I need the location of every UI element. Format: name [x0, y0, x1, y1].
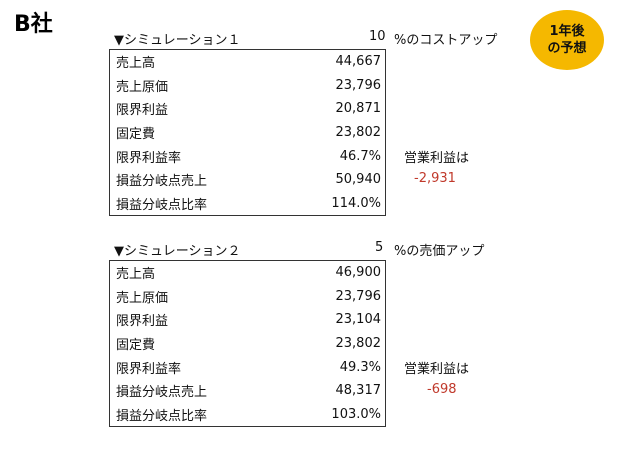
table-row: 売上高 46,900 [110, 261, 385, 285]
row-value: 49.3% [339, 359, 381, 375]
row-value: 114.0% [331, 195, 381, 211]
row-label: 売上原価 [116, 79, 169, 95]
row-value: 46.7% [339, 148, 381, 164]
simulation-2: ▼シミュレーション２ 5 %の売価アップ 売上高 46,900 売上原価 23,79… [109, 238, 529, 428]
row-label: 売上原価 [116, 290, 169, 306]
table-row: 限界利益率 49.3% [110, 355, 385, 379]
badge-line1: 1年後 [549, 24, 585, 39]
simulation-percent: 5 [375, 240, 384, 255]
row-label: 限界利益 [116, 314, 169, 330]
row-value: 50,940 [335, 172, 382, 188]
row-label: 売上高 [116, 267, 156, 283]
simulation-title: ▼シミュレーション２ [114, 244, 241, 259]
simulation-header: ▼シミュレーション１ 10 %のコストアップ [109, 27, 529, 49]
company-name: B社 [14, 12, 53, 37]
table-row: 売上原価 23,796 [110, 74, 385, 98]
row-value: 23,796 [335, 288, 382, 304]
simulation-table: 売上高 44,667 売上原価 23,796 限界利益 20,871 固定費 23,80… [109, 49, 386, 217]
table-row: 売上高 44,667 [110, 50, 385, 74]
operating-profit-label: 営業利益は [404, 362, 470, 377]
row-value: 103.0% [331, 406, 381, 422]
row-label: 損益分岐点売上 [116, 174, 208, 190]
table-row: 限界利益率 46.7% [110, 144, 385, 168]
row-label: 損益分岐点売上 [116, 385, 208, 401]
table-row: 限界利益 23,104 [110, 308, 385, 332]
simulation-header: ▼シミュレーション２ 5 %の売価アップ [109, 238, 529, 260]
table-row: 固定費 23,802 [110, 332, 385, 356]
row-label: 損益分岐点比率 [116, 197, 208, 213]
operating-profit-value: -698 [427, 382, 457, 397]
table-row: 損益分岐点比率 103.0% [110, 403, 385, 427]
row-label: 損益分岐点比率 [116, 408, 208, 424]
simulation-note: %のコストアップ [394, 33, 498, 48]
simulation-1: ▼シミュレーション１ 10 %のコストアップ 売上高 44,667 売上原価 23,… [109, 27, 529, 217]
row-label: 限界利益 [116, 103, 169, 119]
row-label: 限界利益率 [116, 150, 182, 166]
row-value: 46,900 [335, 265, 382, 281]
operating-profit-value: -2,931 [414, 171, 456, 186]
table-row: 損益分岐点比率 114.0% [110, 192, 385, 216]
operating-profit-label: 営業利益は [404, 151, 470, 166]
simulation-percent: 10 [369, 29, 386, 44]
table-row: 限界利益 20,871 [110, 97, 385, 121]
row-value: 23,796 [335, 77, 382, 93]
row-label: 固定費 [116, 338, 156, 354]
table-row: 損益分岐点売上 48,317 [110, 379, 385, 403]
row-value: 48,317 [335, 383, 382, 399]
table-row: 損益分岐点売上 50,940 [110, 168, 385, 192]
simulation-title: ▼シミュレーション１ [114, 33, 241, 48]
row-value: 23,104 [335, 312, 382, 328]
row-label: 売上高 [116, 56, 156, 72]
table-row: 売上原価 23,796 [110, 285, 385, 309]
table-row: 固定費 23,802 [110, 121, 385, 145]
simulation-note: %の売価アップ [394, 244, 485, 259]
row-value: 23,802 [335, 125, 382, 141]
row-value: 20,871 [335, 101, 382, 117]
row-value: 44,667 [335, 54, 382, 70]
row-label: 限界利益率 [116, 361, 182, 377]
forecast-badge: 1年後 の予想 [530, 10, 604, 70]
row-value: 23,802 [335, 336, 382, 352]
badge-line2: の予想 [547, 41, 587, 56]
simulation-table: 売上高 46,900 売上原価 23,796 限界利益 23,104 固定費 23,80… [109, 260, 386, 428]
row-label: 固定費 [116, 127, 156, 143]
